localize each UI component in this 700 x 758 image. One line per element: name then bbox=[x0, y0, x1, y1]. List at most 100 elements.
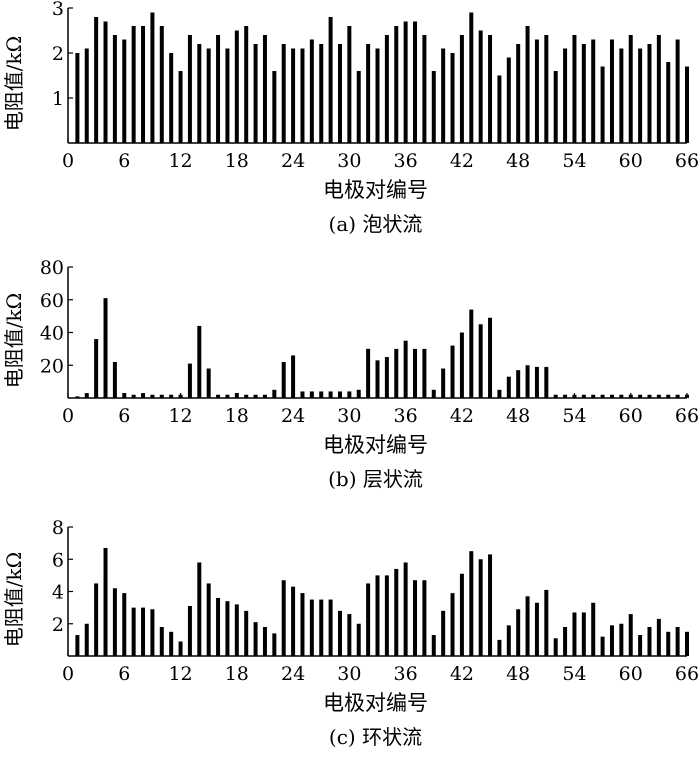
bar-b-48 bbox=[516, 370, 521, 398]
bar-a-56 bbox=[591, 39, 596, 143]
bar-b-23 bbox=[281, 361, 286, 398]
bar-b-58 bbox=[609, 394, 614, 398]
bar-a-20 bbox=[253, 44, 258, 143]
x-tick-label-a-24: 24 bbox=[281, 150, 305, 172]
y-tick-label-a-1: 1 bbox=[52, 88, 64, 110]
bar-b-1 bbox=[75, 396, 80, 398]
panel-c: 0 6 12 18 24 30 36 42 48 54 60 662468电阻值/kΩ电极对编号(c)… bbox=[2, 517, 699, 749]
x-axis-label-a: 电极对编号 bbox=[323, 178, 428, 202]
x-tick-label-c-48: 48 bbox=[506, 663, 530, 685]
bar-c-56 bbox=[591, 602, 596, 656]
y-tick-label-c-2: 2 bbox=[52, 614, 64, 636]
bar-c-55 bbox=[581, 612, 586, 656]
bar-c-38 bbox=[422, 580, 427, 656]
x-tick-label-c-60: 60 bbox=[619, 663, 643, 685]
bar-b-40 bbox=[441, 368, 446, 398]
bar-c-17 bbox=[225, 601, 230, 656]
bar-c-58 bbox=[609, 625, 614, 656]
bar-a-54 bbox=[572, 35, 577, 143]
bar-a-50 bbox=[534, 39, 539, 143]
x-tick-label-b-60: 60 bbox=[619, 405, 643, 427]
bar-b-20 bbox=[253, 394, 258, 398]
bar-c-63 bbox=[656, 618, 661, 656]
bar-a-30 bbox=[347, 26, 352, 143]
bar-a-16 bbox=[216, 35, 221, 143]
y-tick-label-b-20: 20 bbox=[40, 355, 64, 377]
x-tick-label-c-42: 42 bbox=[450, 663, 474, 685]
bar-b-62 bbox=[647, 394, 652, 398]
bar-a-18 bbox=[234, 30, 239, 143]
bar-a-6 bbox=[122, 39, 127, 143]
bar-a-53 bbox=[563, 48, 568, 143]
bar-a-64 bbox=[666, 62, 671, 143]
bar-b-64 bbox=[666, 394, 671, 398]
bar-c-22 bbox=[272, 633, 277, 656]
y-tick-label-c-6: 6 bbox=[52, 549, 64, 571]
x-tick-label-c-12: 12 bbox=[168, 663, 192, 685]
bar-a-48 bbox=[516, 44, 521, 143]
bar-c-4 bbox=[103, 547, 108, 656]
bar-b-24 bbox=[291, 355, 296, 398]
bar-a-63 bbox=[656, 35, 661, 143]
bar-a-5 bbox=[112, 35, 117, 143]
bar-a-2 bbox=[84, 48, 89, 143]
bar-b-14 bbox=[197, 325, 202, 398]
bar-a-24 bbox=[291, 48, 296, 143]
x-tick-label-b-54: 54 bbox=[562, 405, 586, 427]
x-tick-label-c-18: 18 bbox=[225, 663, 249, 685]
y-tick-label-b-60: 60 bbox=[40, 290, 64, 312]
bar-c-11 bbox=[169, 631, 174, 656]
x-tick-label-b-18: 18 bbox=[225, 405, 249, 427]
bar-c-16 bbox=[216, 597, 221, 656]
bar-b-55 bbox=[581, 394, 586, 398]
bar-b-33 bbox=[375, 360, 380, 398]
bar-b-42 bbox=[459, 332, 464, 398]
bar-a-44 bbox=[478, 30, 483, 143]
bar-c-13 bbox=[187, 606, 192, 656]
bar-c-32 bbox=[366, 583, 371, 656]
bar-a-43 bbox=[469, 12, 474, 143]
bar-c-10 bbox=[159, 626, 164, 656]
bar-a-61 bbox=[638, 48, 643, 143]
bar-a-33 bbox=[375, 48, 380, 143]
bar-b-43 bbox=[469, 309, 474, 398]
bar-a-17 bbox=[225, 48, 230, 143]
bar-a-7 bbox=[131, 26, 136, 143]
x-axis-label-b: 电极对编号 bbox=[323, 433, 428, 457]
x-tick-label-b-36: 36 bbox=[394, 405, 418, 427]
bar-c-28 bbox=[328, 599, 333, 656]
bar-a-46 bbox=[497, 75, 502, 143]
panel-caption-a: (a) 泡状流 bbox=[329, 212, 423, 236]
bar-c-26 bbox=[309, 599, 314, 656]
bar-a-11 bbox=[169, 53, 174, 143]
bar-a-8 bbox=[141, 26, 146, 143]
x-tick-label-a-30: 30 bbox=[337, 150, 361, 172]
bar-c-52 bbox=[553, 638, 558, 656]
y-tick-label-a-2: 2 bbox=[52, 43, 64, 65]
bar-a-3 bbox=[94, 17, 99, 143]
bar-b-16 bbox=[216, 394, 221, 398]
bar-c-48 bbox=[516, 609, 521, 656]
bar-a-59 bbox=[619, 48, 624, 143]
bar-b-35 bbox=[394, 348, 399, 399]
bar-a-45 bbox=[488, 35, 493, 143]
bar-b-65 bbox=[675, 394, 680, 398]
bar-c-2 bbox=[84, 623, 89, 656]
bar-a-21 bbox=[262, 35, 267, 143]
bar-b-38 bbox=[422, 348, 427, 399]
bar-b-59 bbox=[619, 394, 624, 398]
bar-a-34 bbox=[384, 35, 389, 143]
bar-b-25 bbox=[300, 391, 305, 398]
bar-b-17 bbox=[225, 394, 230, 398]
bar-b-44 bbox=[478, 324, 483, 398]
bar-c-8 bbox=[141, 607, 146, 657]
bar-b-36 bbox=[403, 340, 408, 398]
bar-a-28 bbox=[328, 17, 333, 143]
bar-c-53 bbox=[563, 626, 568, 656]
bar-a-22 bbox=[272, 71, 277, 143]
bar-a-25 bbox=[300, 48, 305, 143]
bar-c-27 bbox=[319, 599, 324, 656]
bar-c-46 bbox=[497, 639, 502, 657]
